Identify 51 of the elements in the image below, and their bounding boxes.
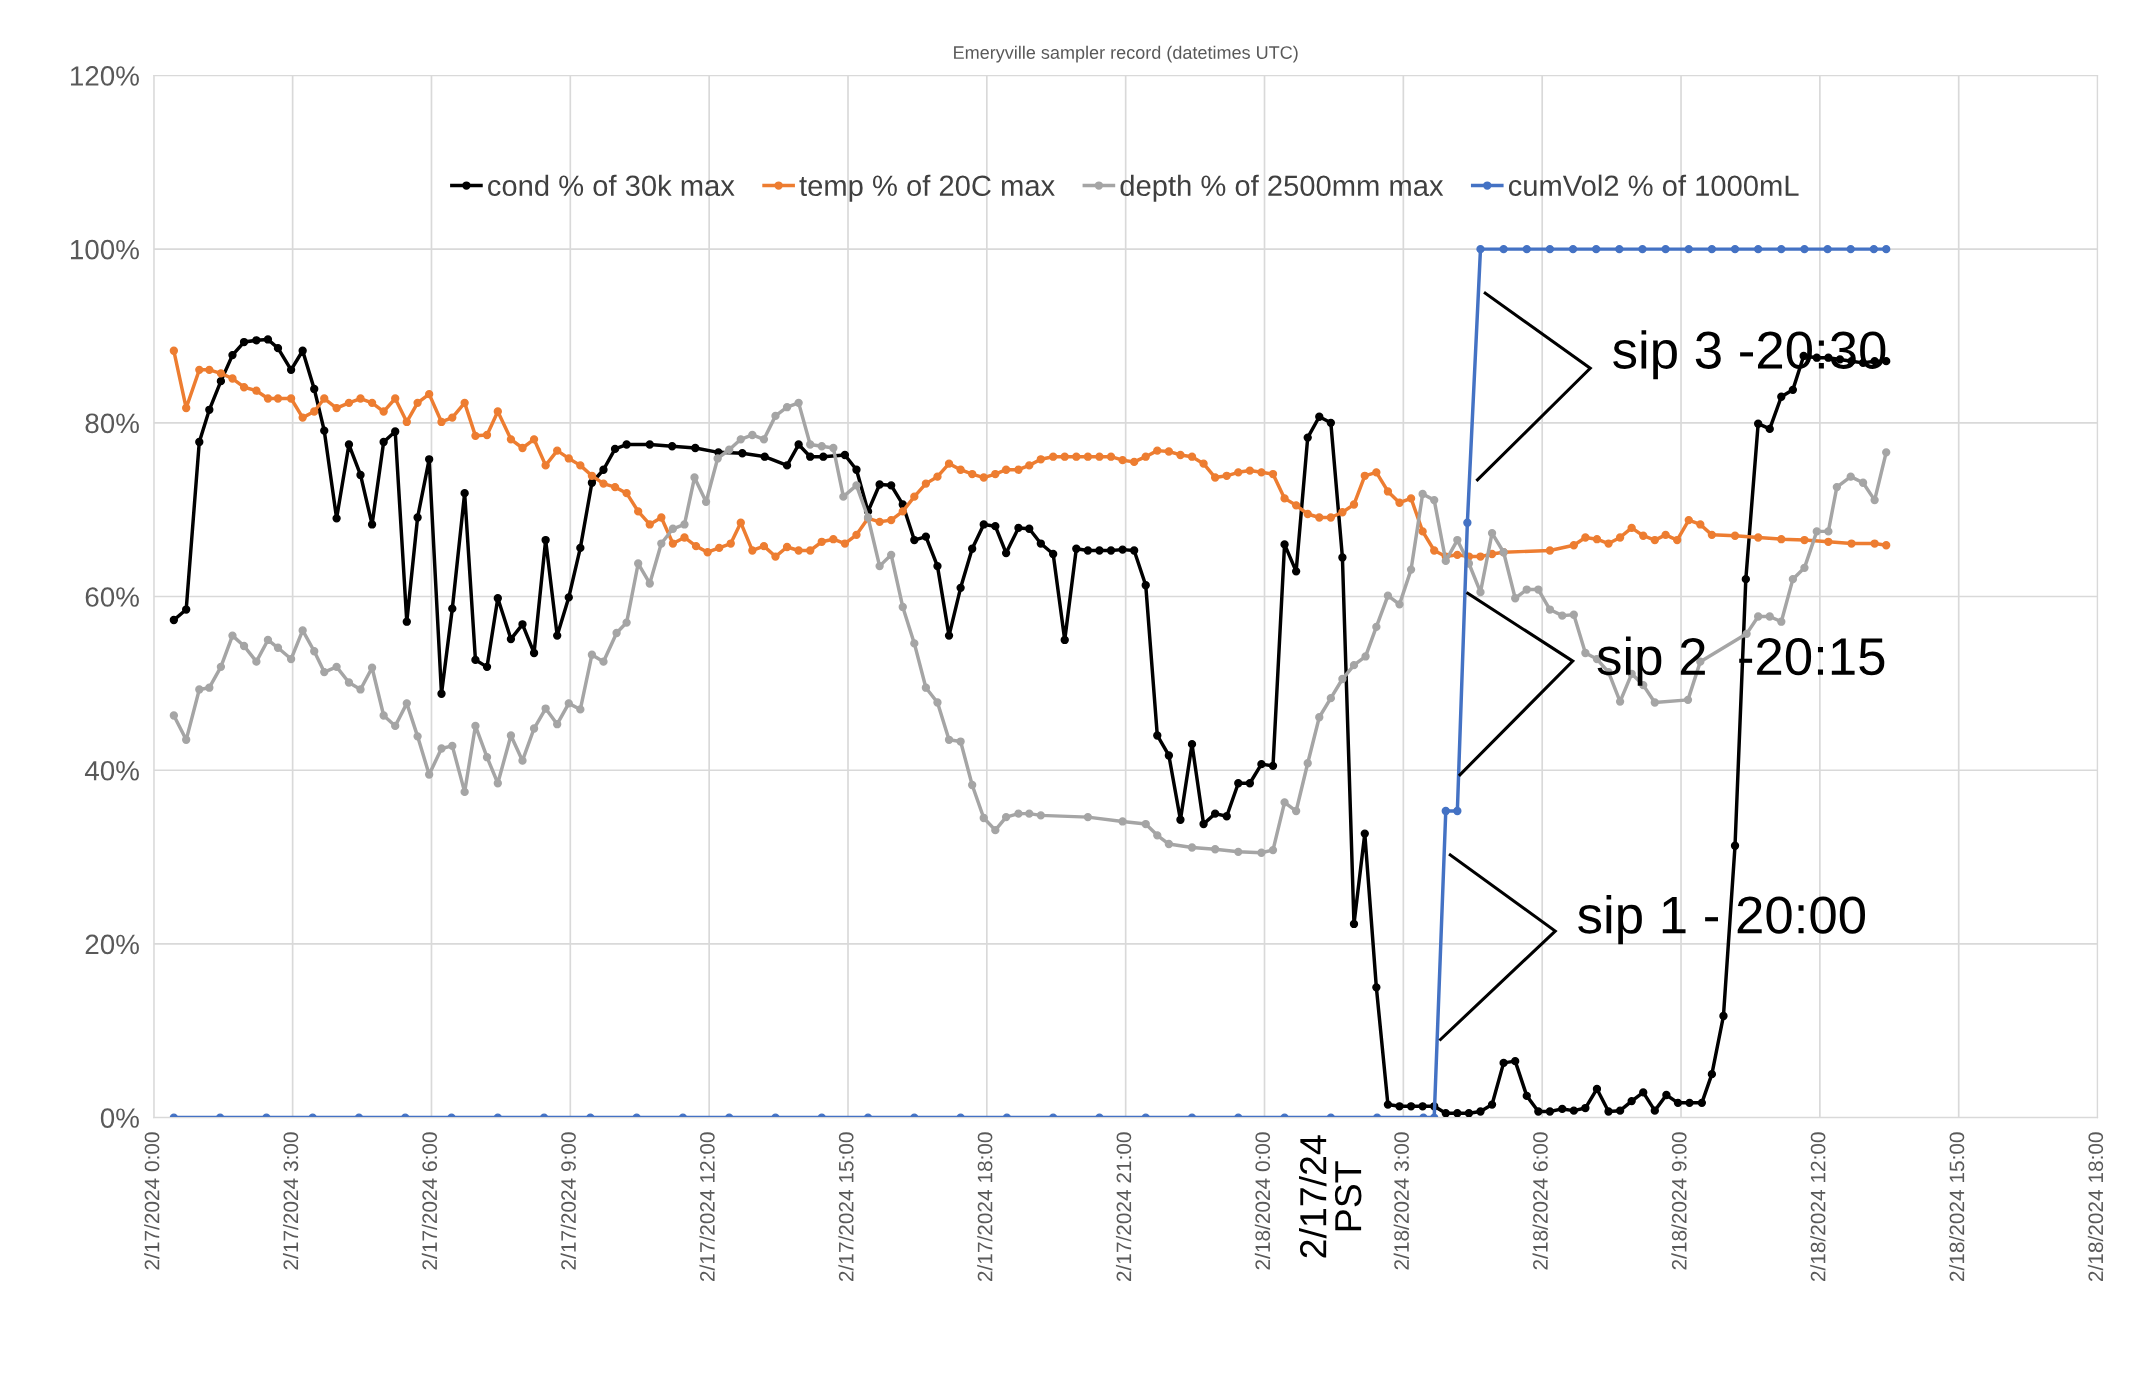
x-tick-label: 2/18/2024 0:00: [1254, 1132, 1271, 1270]
x-tick-label: 2/17/2024 0:00: [144, 1132, 160, 1270]
x-tick-label: 2/18/2024 6:00: [1532, 1132, 1548, 1270]
point: [1522, 244, 1531, 254]
x-tick-label: 2/17/2024 18:00: [977, 1132, 993, 1282]
point: [1800, 244, 1809, 254]
point: [1661, 244, 1670, 254]
point: [1545, 244, 1555, 254]
y-tick-label: 100%: [70, 239, 139, 260]
y-tick-label: 0%: [100, 1108, 139, 1128]
point: [1777, 244, 1786, 254]
x-tick-label: 2/18/2024 18:00: [2087, 1132, 2104, 1282]
x-tick-label: 2/17/2024 15:00: [838, 1132, 854, 1282]
point: [1846, 244, 1855, 254]
x-tick-label: 2/17/2024 21:00: [1115, 1132, 1132, 1282]
point: [1441, 806, 1450, 816]
x-tick-label: 2/17/2024 9:00: [560, 1132, 576, 1270]
text: 2/17/24 PST: [1298, 1135, 1362, 1258]
x-tick-label: 2/17/2024 12:00: [699, 1132, 715, 1282]
point: [1753, 244, 1763, 254]
point: [1615, 244, 1624, 254]
point: [1882, 244, 1891, 254]
x-tick-label: 2/18/2024 9:00: [1671, 1132, 1687, 1270]
point: [1592, 244, 1601, 254]
x-tick-label: 2/17/2024 3:00: [282, 1132, 299, 1270]
x-tick-label: 2/18/2024 3:00: [1393, 1132, 1409, 1270]
point: [1730, 244, 1740, 254]
y-tick-label: 80%: [85, 413, 139, 434]
x-tick-label: 2/17/2024 6:00: [421, 1132, 438, 1270]
point: [1638, 244, 1647, 254]
point: [1463, 518, 1472, 527]
point: [1568, 244, 1578, 254]
point: [1476, 244, 1485, 254]
y-tick-label: 40%: [84, 760, 139, 781]
legend-label: cond % of 30k max: [488, 174, 735, 197]
point: [1499, 244, 1508, 254]
point: [1707, 244, 1717, 254]
y-tick-label: 20%: [85, 934, 139, 955]
legend-label: temp % of 20C max: [799, 174, 1055, 202]
point: [1684, 244, 1693, 254]
y-tick-label: 60%: [85, 587, 139, 607]
legend-label: depth % of 2500mm max: [1120, 174, 1444, 202]
point: [1869, 244, 1879, 254]
legend-label: cumVol2 % of 1000mL: [1508, 174, 1799, 197]
x-tick-label: 2/18/2024 15:00: [1949, 1132, 1965, 1282]
x-tick-label: 2/18/2024 12:00: [1810, 1132, 1826, 1282]
y-tick-label: 120%: [70, 66, 139, 86]
chart-title: Emeryville sampler record (datetimes UTC): [954, 45, 1298, 63]
point: [1453, 806, 1462, 816]
point: [1823, 244, 1832, 254]
annotation: sip 1 - 20:00: [1578, 894, 1866, 945]
